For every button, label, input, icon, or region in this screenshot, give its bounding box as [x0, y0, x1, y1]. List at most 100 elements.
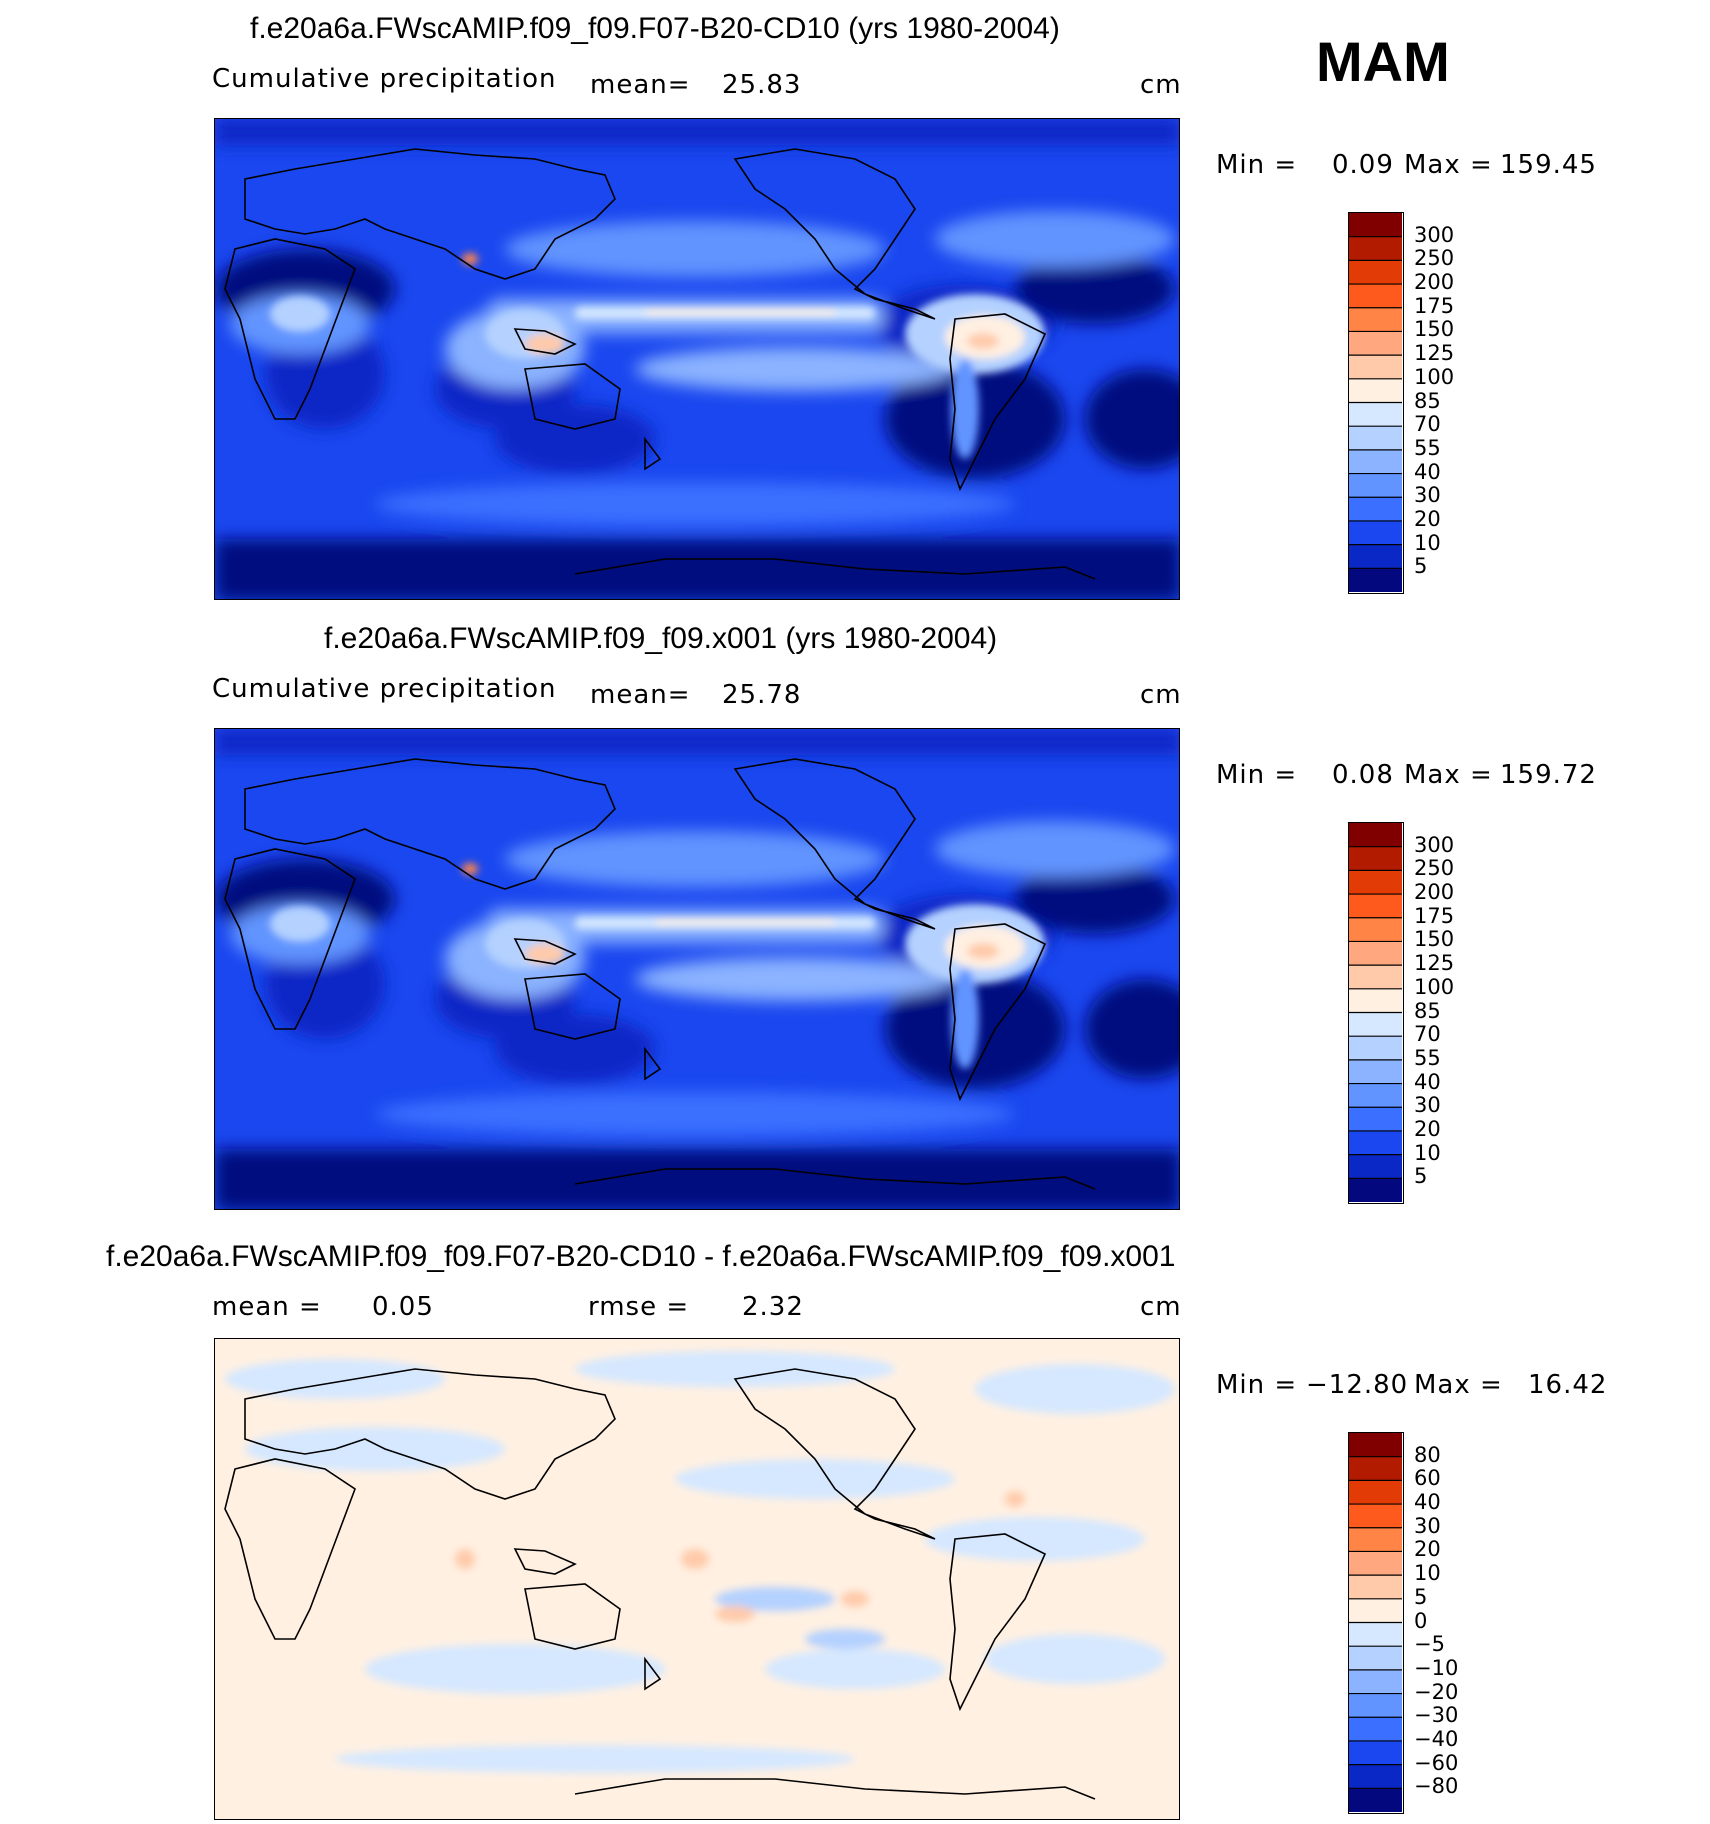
colorbar-swatch — [1349, 1669, 1402, 1695]
colorbar-swatch — [1349, 568, 1402, 592]
colorbar-tick-label: −60 — [1414, 1750, 1459, 1775]
colorbar-tick-label: 40 — [1414, 1490, 1441, 1515]
panel3-min-label: Min = — [1216, 1370, 1298, 1400]
colorbar-swatch — [1349, 1154, 1402, 1179]
colorbar-swatch — [1349, 917, 1402, 942]
colorbar-tick-label: 5 — [1414, 1584, 1428, 1609]
colorbar-swatch — [1349, 1059, 1402, 1085]
colorbar-swatch — [1349, 1130, 1402, 1156]
panel3-units: cm — [1140, 1292, 1182, 1322]
panel2-title: f.e20a6a.FWscAMIP.f09_f09.x001 (yrs 1980… — [324, 622, 998, 655]
colorbar-tick-label: 100 — [1414, 364, 1455, 389]
colorbar-tick-label: 175 — [1414, 293, 1455, 318]
panel3-colorbar — [1348, 1432, 1404, 1814]
colorbar-swatch — [1349, 1012, 1402, 1037]
colorbar-swatch — [1349, 894, 1402, 919]
panel3-min-value: −12.80 — [1306, 1370, 1409, 1400]
colorbar-swatch — [1349, 1504, 1402, 1529]
panel1-colorbar — [1348, 212, 1404, 594]
colorbar-tick-label: 150 — [1414, 927, 1455, 952]
colorbar-tick-label: 100 — [1414, 974, 1455, 999]
panel1-title: f.e20a6a.FWscAMIP.f09_f09.F07-B20-CD10 (… — [250, 12, 1060, 45]
colorbar-swatch — [1349, 1083, 1402, 1108]
colorbar-tick-label: −5 — [1414, 1632, 1445, 1657]
colorbar-swatch — [1349, 260, 1402, 285]
colorbar-swatch — [1349, 1740, 1402, 1766]
colorbar-swatch — [1349, 1107, 1402, 1132]
colorbar-tick-label: 10 — [1414, 1140, 1441, 1165]
panel1-precip-map — [214, 118, 1180, 600]
colorbar-tick-label: 10 — [1414, 1561, 1441, 1586]
colorbar-swatch — [1349, 965, 1402, 990]
panel2-colorbar — [1348, 822, 1404, 1204]
colorbar-tick-label: 300 — [1414, 832, 1455, 857]
colorbar-tick-label: 200 — [1414, 880, 1455, 905]
colorbar-swatch — [1349, 378, 1402, 403]
panel3-rmse-label: rmse = — [588, 1292, 690, 1322]
colorbar-swatch — [1349, 236, 1402, 261]
panel2-variable: Cumulative precipitation — [212, 674, 557, 704]
colorbar-tick-label: 40 — [1414, 1069, 1441, 1094]
colorbar-tick-label: 40 — [1414, 459, 1441, 484]
panel1-min-value: 0.09 — [1332, 150, 1394, 180]
colorbar-swatch — [1349, 1622, 1402, 1647]
panel2-min-value: 0.08 — [1332, 760, 1394, 790]
panel1-min-label: Min = — [1216, 150, 1298, 180]
colorbar-tick-label: 85 — [1414, 388, 1441, 413]
panel2-precip-map — [214, 728, 1180, 1210]
panel1-max-value: 159.45 — [1500, 150, 1597, 180]
colorbar-swatch — [1349, 1178, 1402, 1202]
colorbar-tick-label: 200 — [1414, 270, 1455, 295]
panel1-units: cm — [1140, 70, 1182, 100]
colorbar-swatch — [1349, 402, 1402, 427]
colorbar-tick-label: 5 — [1414, 554, 1428, 579]
colorbar-swatch — [1349, 870, 1402, 895]
colorbar-tick-label: 125 — [1414, 341, 1455, 366]
colorbar-tick-label: 0 — [1414, 1608, 1428, 1633]
colorbar-swatch — [1349, 941, 1402, 966]
panel1-max-label: Max = — [1404, 150, 1493, 180]
colorbar-swatch — [1349, 1456, 1402, 1481]
panel2-mean-value: 25.78 — [722, 680, 802, 710]
panel3-max-value: 16.42 — [1528, 1370, 1608, 1400]
colorbar-swatch — [1349, 284, 1402, 309]
season-label: MAM — [1316, 30, 1450, 93]
colorbar-swatch — [1349, 544, 1402, 569]
colorbar-tick-label: 5 — [1414, 1164, 1428, 1189]
colorbar-tick-label: 70 — [1414, 1022, 1441, 1047]
colorbar-swatch — [1349, 1646, 1402, 1671]
panel3-mean-label: mean = — [212, 1292, 322, 1322]
colorbar-swatch — [1349, 1575, 1402, 1600]
panel3-mean-value: 0.05 — [372, 1292, 434, 1322]
colorbar-tick-label: −40 — [1414, 1726, 1459, 1751]
colorbar-swatch — [1349, 355, 1402, 380]
colorbar-swatch — [1349, 1480, 1402, 1505]
panel2-max-label: Max = — [1404, 760, 1493, 790]
panel1-mean-label: mean= — [590, 70, 691, 100]
colorbar-swatch — [1349, 307, 1402, 332]
panel2-units: cm — [1140, 680, 1182, 710]
colorbar-tick-label: 125 — [1414, 951, 1455, 976]
panel3-title: f.e20a6a.FWscAMIP.f09_f09.F07-B20-CD10 -… — [106, 1240, 1176, 1273]
colorbar-swatch — [1349, 1036, 1402, 1061]
colorbar-tick-label: 10 — [1414, 530, 1441, 555]
colorbar-swatch — [1349, 1527, 1402, 1552]
colorbar-swatch — [1349, 426, 1402, 451]
colorbar-tick-label: 30 — [1414, 1513, 1441, 1538]
colorbar-tick-label: 250 — [1414, 246, 1455, 271]
panel1-variable: Cumulative precipitation — [212, 64, 557, 94]
panel2-min-label: Min = — [1216, 760, 1298, 790]
colorbar-swatch — [1349, 497, 1402, 522]
colorbar-tick-label: −30 — [1414, 1703, 1459, 1728]
colorbar-tick-label: 20 — [1414, 1116, 1441, 1141]
colorbar-swatch — [1349, 988, 1402, 1013]
colorbar-swatch — [1349, 823, 1402, 848]
colorbar-swatch — [1349, 449, 1402, 475]
colorbar-tick-label: 60 — [1414, 1466, 1441, 1491]
colorbar-tick-label: 30 — [1414, 1093, 1441, 1118]
colorbar-tick-label: 250 — [1414, 856, 1455, 881]
colorbar-swatch — [1349, 1598, 1402, 1623]
panel3-difference-map — [214, 1338, 1180, 1820]
panel2-max-value: 159.72 — [1500, 760, 1597, 790]
colorbar-tick-label: 80 — [1414, 1442, 1441, 1467]
